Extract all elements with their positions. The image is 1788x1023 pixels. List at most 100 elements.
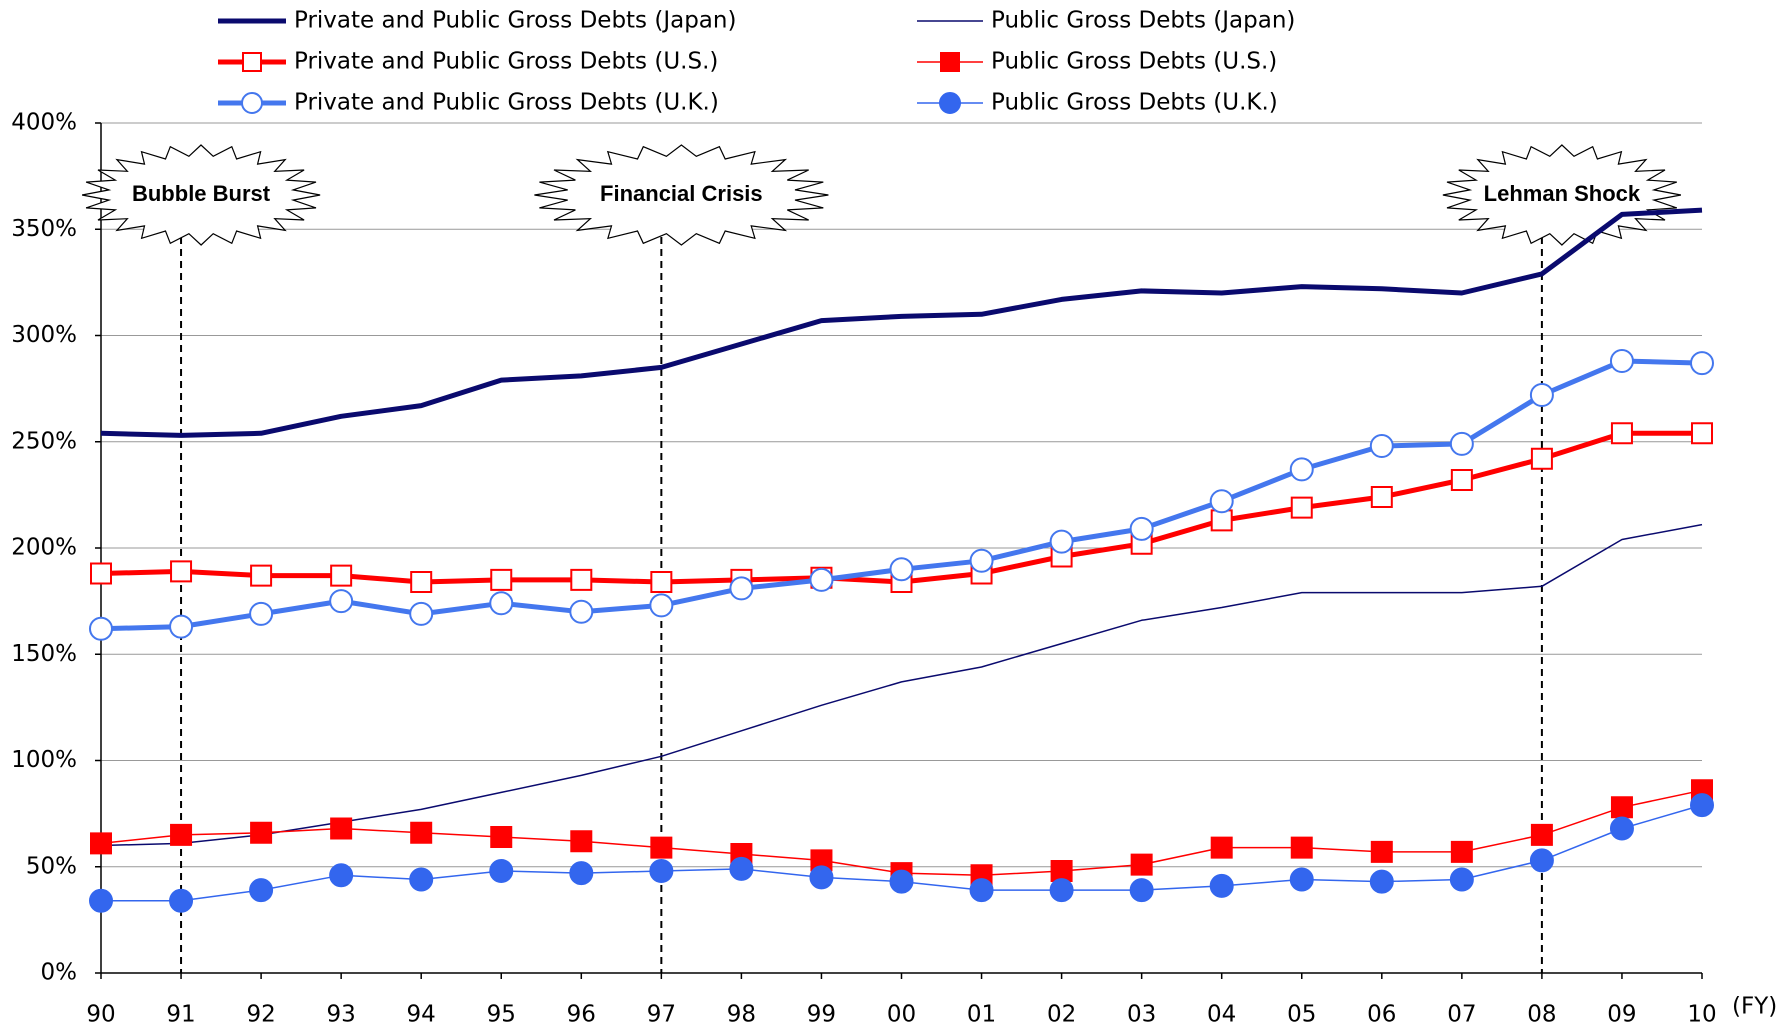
marker — [969, 878, 994, 903]
marker — [1691, 422, 1713, 445]
y-tick-label: 150% — [11, 641, 77, 667]
x-tick-label: 00 — [887, 1002, 916, 1023]
marker — [170, 823, 193, 846]
marker — [1209, 489, 1234, 514]
marker — [1129, 516, 1154, 541]
marker — [570, 830, 593, 853]
marker — [939, 92, 961, 114]
marker — [1129, 878, 1154, 903]
marker — [489, 859, 514, 883]
marker — [1370, 486, 1393, 508]
x-tick-label: 10 — [1687, 1002, 1716, 1023]
marker — [330, 817, 353, 840]
y-tick-label: 100% — [11, 747, 77, 773]
marker — [729, 576, 754, 601]
y-tick-label: 300% — [11, 322, 77, 348]
marker — [889, 869, 914, 894]
marker — [330, 564, 353, 587]
x-tick-label: 09 — [1607, 1002, 1636, 1023]
legend-item: Public Gross Debts (U.S.) — [917, 49, 1277, 75]
x-tick-label: 01 — [967, 1002, 996, 1023]
marker — [409, 867, 434, 892]
marker — [1290, 496, 1313, 519]
legend-item: Public Gross Debts (U.K.) — [917, 90, 1278, 116]
x-tick-label: 02 — [1047, 1002, 1076, 1023]
marker — [570, 568, 593, 591]
marker — [650, 836, 673, 859]
x-tick-label: 04 — [1207, 1002, 1236, 1023]
marker — [409, 601, 434, 626]
annotation: Lehman Shock — [1484, 181, 1641, 206]
legend-item: Public Gross Debts (Japan) — [917, 8, 1295, 34]
marker — [1690, 351, 1714, 376]
marker — [729, 856, 754, 881]
marker — [489, 591, 514, 616]
x-tick-label: 95 — [487, 1002, 516, 1023]
y-tick-label: 200% — [11, 535, 77, 561]
series-line — [100, 523, 1703, 847]
legend-item: Private and Public Gross Debts (Japan) — [218, 8, 736, 34]
marker — [1289, 867, 1314, 892]
marker — [1289, 457, 1314, 482]
marker — [242, 52, 262, 72]
x-tick-label: 03 — [1127, 1002, 1156, 1023]
legend-label: Private and Public Gross Debts (U.S.) — [294, 49, 718, 75]
x-tick-label: 06 — [1367, 1002, 1396, 1023]
marker — [940, 52, 960, 72]
x-tick-label: 90 — [86, 1002, 115, 1023]
y-tick-label: 400% — [11, 110, 77, 136]
marker — [250, 564, 273, 587]
marker — [1690, 793, 1714, 818]
x-tick-label: 94 — [407, 1002, 436, 1023]
starburst — [1442, 144, 1682, 246]
marker — [1290, 836, 1313, 859]
x-tick-label: 07 — [1447, 1002, 1476, 1023]
marker — [490, 568, 513, 591]
marker — [1529, 848, 1554, 873]
marker — [250, 821, 273, 844]
marker — [1449, 431, 1474, 456]
x-tick-label: 98 — [727, 1002, 756, 1023]
marker — [1130, 853, 1153, 876]
x-tick-label: 99 — [807, 1002, 836, 1023]
legend-label: Public Gross Debts (Japan) — [991, 8, 1295, 34]
x-tick-label: 97 — [647, 1002, 676, 1023]
marker — [90, 832, 112, 855]
marker — [569, 861, 594, 886]
starburst — [81, 144, 321, 246]
marker — [1370, 840, 1393, 863]
legend-label: Private and Public Gross Debts (Japan) — [294, 8, 736, 34]
x-tick-label: 96 — [567, 1002, 596, 1023]
marker — [490, 826, 513, 848]
marker — [1369, 869, 1394, 894]
marker — [169, 614, 194, 639]
marker — [1450, 840, 1473, 863]
marker — [889, 557, 914, 582]
annotation: Financial Crisis — [600, 181, 763, 206]
marker — [1209, 873, 1234, 898]
series-line — [100, 207, 1703, 438]
marker — [89, 616, 113, 641]
marker — [569, 599, 594, 624]
marker — [90, 562, 112, 585]
x-tick-label: 92 — [246, 1002, 275, 1023]
x-tick-label: 93 — [327, 1002, 356, 1023]
x-tick-label: 05 — [1287, 1002, 1316, 1023]
marker — [1210, 836, 1233, 859]
marker — [650, 571, 673, 593]
marker — [241, 92, 263, 114]
marker — [649, 593, 674, 618]
marker — [1530, 447, 1553, 470]
marker — [89, 888, 113, 913]
marker — [1049, 878, 1074, 903]
y-tick-label: 350% — [11, 216, 77, 242]
marker — [809, 567, 834, 592]
marker — [249, 601, 274, 626]
marker — [1050, 860, 1073, 882]
x-axis-unit: (FY) — [1732, 994, 1777, 1020]
marker — [169, 888, 194, 913]
marker — [1530, 823, 1553, 846]
marker — [1529, 383, 1554, 407]
